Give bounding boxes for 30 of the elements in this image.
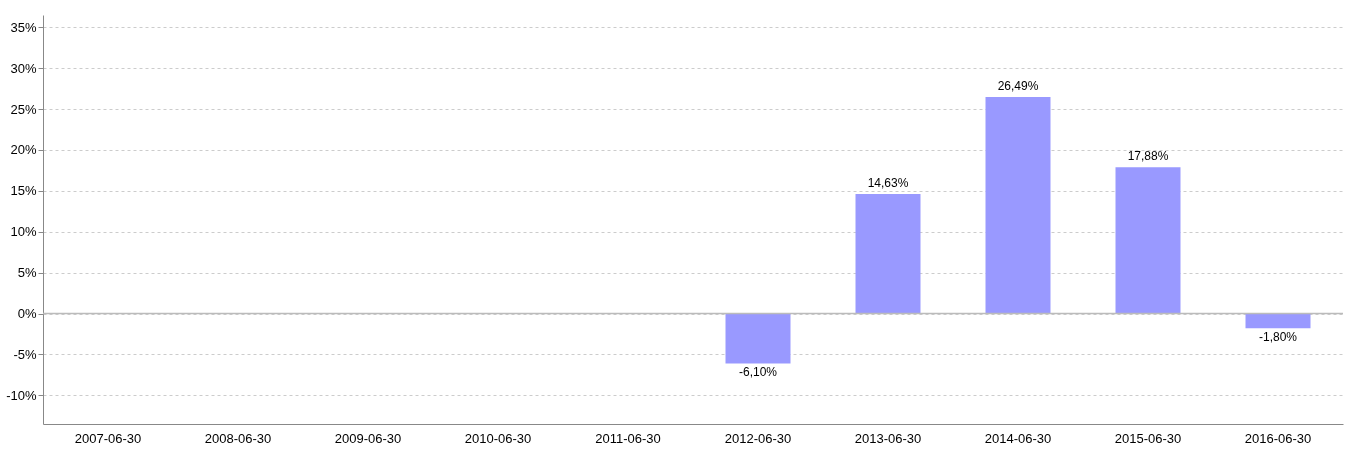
data-label: 17,88% — [1127, 149, 1169, 164]
y-tick-label: 15% — [10, 183, 37, 199]
x-tick-label: 2014-06-30 — [984, 430, 1052, 446]
y-tick-label: -10% — [6, 387, 37, 403]
y-tick-label: 20% — [10, 142, 37, 158]
data-label: -1,80% — [1258, 330, 1298, 345]
x-tick-label: 2010-06-30 — [464, 430, 532, 446]
bar — [855, 193, 921, 314]
bar — [725, 313, 791, 364]
bar — [1115, 167, 1181, 314]
y-tick-label: 5% — [17, 265, 37, 281]
x-tick-label: 2013-06-30 — [854, 430, 922, 446]
x-tick-label: 2011-06-30 — [595, 430, 661, 446]
y-tick-label: 35% — [10, 19, 37, 35]
bar — [1245, 313, 1311, 329]
x-tick-label: 2016-06-30 — [1244, 430, 1312, 446]
data-label: -6,10% — [738, 365, 778, 380]
x-tick-label: 2007-06-30 — [74, 430, 142, 446]
x-tick-label: 2008-06-30 — [204, 430, 272, 446]
y-tick-label: 30% — [10, 60, 37, 76]
bar — [985, 96, 1051, 314]
data-label: 26,49% — [997, 78, 1039, 93]
y-tick-label: 25% — [10, 101, 37, 117]
x-tick-label: 2009-06-30 — [334, 430, 402, 446]
y-tick-label: -5% — [13, 346, 37, 362]
y-tick-label: 10% — [10, 224, 37, 240]
x-tick-label: 2012-06-30 — [724, 430, 792, 446]
y-tick-label: 0% — [17, 306, 37, 322]
x-tick-label: 2015-06-30 — [1114, 430, 1182, 446]
data-label: 14,63% — [867, 175, 909, 190]
